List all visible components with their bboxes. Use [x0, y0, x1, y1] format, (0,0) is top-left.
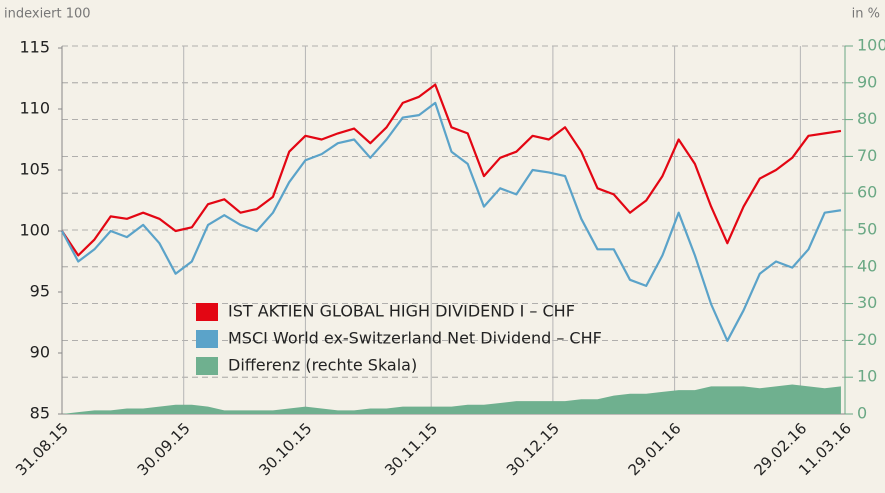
legend-label: IST AKTIEN GLOBAL HIGH DIVIDEND I – CHF — [228, 302, 575, 321]
y-tick-label: 115 — [19, 38, 50, 57]
legend-label: Differenz (rechte Skala) — [228, 356, 417, 375]
y2-tick-label: 90 — [857, 72, 877, 91]
y2-tick-label: 80 — [857, 109, 877, 128]
y2-tick-label: 30 — [857, 293, 877, 312]
y-tick-label: 110 — [19, 99, 50, 118]
y2-tick-label: 40 — [857, 256, 877, 275]
y-tick-label: 85 — [30, 404, 50, 423]
y2-tick-label: 10 — [857, 367, 877, 386]
y2-tick-label: 0 — [857, 404, 867, 423]
y2-tick-label: 70 — [857, 146, 877, 165]
y2-tick-label: 50 — [857, 220, 877, 239]
legend-swatch — [196, 357, 218, 375]
y2-tick-label: 60 — [857, 183, 877, 202]
legend-swatch — [196, 303, 218, 321]
legend-label: MSCI World ex-Switzerland Net Dividend –… — [228, 329, 602, 348]
area — [62, 384, 841, 414]
y-axis-label: indexiert 100 — [4, 7, 91, 22]
y-tick-label: 105 — [19, 160, 50, 179]
y-tick-label: 95 — [30, 282, 50, 301]
legend-swatch — [196, 330, 218, 348]
y-tick-label: 100 — [19, 221, 50, 240]
line — [61, 101, 842, 342]
y2-tick-label: 100 — [857, 36, 885, 55]
line — [61, 83, 842, 257]
y2-axis-label: in % — [852, 7, 880, 22]
y2-tick-label: 20 — [857, 330, 877, 349]
y-tick-label: 90 — [30, 343, 50, 362]
